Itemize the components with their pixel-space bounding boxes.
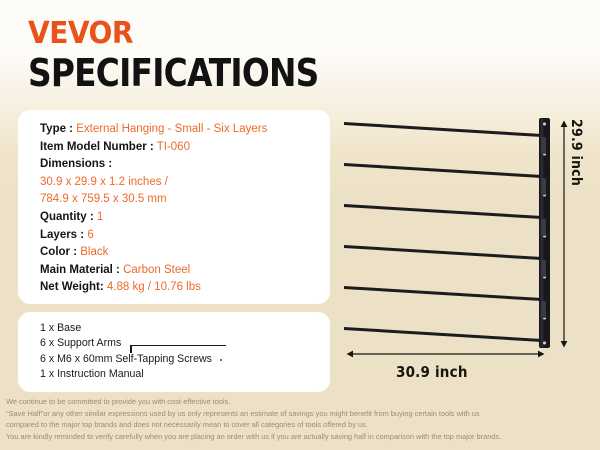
height-dimension-arrow — [560, 120, 568, 348]
package-contents-list: 1 x Base 6 x Support Arms 6 x M6 x 60mm … — [40, 321, 322, 383]
rack-illustration — [344, 118, 568, 358]
spec-value: 6 — [87, 228, 94, 241]
content-item-label: 1 x Base — [40, 322, 82, 334]
spec-label: Net Weight: — [40, 281, 104, 294]
content-item-label: 1 x Instruction Manual — [40, 368, 144, 381]
spec-value: Carbon Steel — [123, 263, 191, 276]
package-contents-card: 1 x Base 6 x Support Arms 6 x M6 x 60mm … — [18, 312, 330, 392]
spec-label: Dimensions : — [40, 158, 113, 171]
spec-label: Layers : — [40, 228, 85, 241]
list-item: 6 x M6 x 60mm Self-Tapping Screws — [40, 352, 322, 367]
product-diagram: 29.9 inch 30.9 inch — [336, 108, 586, 393]
height-dimension-label: 29.9 inch — [568, 119, 584, 186]
disclaimer-line: "Save Half"or any other similar expressi… — [6, 408, 480, 418]
spec-row-quantity: Quantity : 1 — [40, 209, 320, 227]
specifications-list: Type : External Hanging - Small - Six La… — [40, 121, 320, 297]
spec-row-model-number: Item Model Number : TI-060 — [40, 139, 320, 157]
spec-value: 1 — [96, 210, 104, 223]
support-arms-group — [344, 122, 542, 342]
specifications-card: Type : External Hanging - Small - Six La… — [18, 110, 330, 304]
content-item-label: 6 x Support Arms — [40, 337, 122, 350]
list-item: 1 x Base — [40, 321, 322, 336]
spec-value: External Hanging - Small - Six Layers — [76, 123, 268, 135]
disclaimer-line: We continue to be committed to provide y… — [6, 397, 231, 406]
spec-value: TI-060 — [156, 140, 190, 153]
spec-value: 4.88 kg / 10.76 lbs — [106, 281, 201, 294]
page-header: VEVOR SPECIFICATIONS — [28, 18, 448, 95]
spec-row-type: Type : External Hanging - Small - Six La… — [40, 121, 320, 139]
spec-row-dimensions: Dimensions : — [40, 156, 320, 174]
wall-mount-rail — [539, 118, 550, 348]
page-title: SPECIFICATIONS — [28, 51, 319, 95]
width-dimension-arrow — [346, 350, 545, 358]
disclaimer-text: We continue to be committed to provide y… — [6, 396, 596, 442]
vevor-logo: VEVOR — [28, 16, 133, 51]
spec-row-net-weight: Net Weight: 4.88 kg / 10.76 lbs — [40, 279, 320, 297]
disclaimer-line: compared to the major top brands and doe… — [6, 420, 368, 430]
spec-label: Main Material : — [40, 263, 120, 276]
dimensions-millimeters: 784.9 x 759.5 x 30.5 mm — [40, 193, 167, 206]
list-item: 1 x Instruction Manual — [40, 367, 322, 382]
spec-row-layers: Layers : 6 — [40, 227, 320, 245]
spec-label: Type : — [40, 123, 74, 135]
width-dimension-label: 30.9 inch — [396, 363, 468, 381]
spec-row-main-material: Main Material : Carbon Steel — [40, 262, 320, 280]
disclaimer-line: You are kindly reminded to verify carefu… — [6, 431, 502, 441]
list-item: 6 x Support Arms — [40, 336, 322, 351]
spec-label: Quantity : — [40, 210, 94, 223]
spec-label: Item Model Number : — [40, 140, 154, 153]
spec-row-color: Color : Black — [40, 244, 320, 262]
dimensions-inches: 30.9 x 29.9 x 1.2 inches / — [40, 175, 168, 188]
spec-label: Color : — [40, 246, 78, 259]
spec-value: Black — [80, 246, 109, 259]
content-item-label: 6 x M6 x 60mm Self-Tapping Screws — [40, 352, 212, 365]
